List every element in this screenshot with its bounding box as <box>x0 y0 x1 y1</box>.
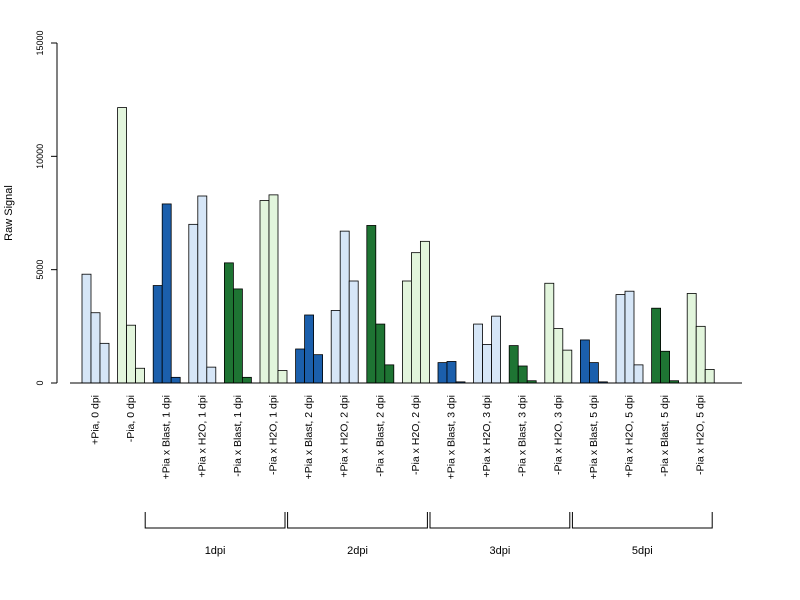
bar <box>589 362 599 384</box>
x-tick-label: +Pia x H2O, 3 dpi <box>481 395 493 478</box>
bar <box>206 366 217 384</box>
x-tick-labels: +Pia, 0 dpi -Pia, 0 dpi +Pia x Blast, 1 dp… <box>90 395 707 479</box>
y-tick-label: 10000 <box>35 144 45 169</box>
group-bracket <box>144 512 286 529</box>
y-tick-label: 5000 <box>35 260 45 280</box>
x-tick-label: -Pia x Blast, 1 dpi <box>232 395 244 477</box>
bar <box>401 280 412 384</box>
bar <box>126 324 136 384</box>
bar <box>624 290 635 384</box>
bar <box>544 282 555 384</box>
y-axis: 0 5000 10000 15000 <box>35 30 58 386</box>
x-tick-label: +Pia, 0 dpi <box>90 395 102 445</box>
bar <box>90 312 101 384</box>
bar <box>686 293 697 384</box>
bar <box>704 368 715 384</box>
bar <box>553 328 564 384</box>
bars <box>81 107 715 384</box>
bar <box>197 195 208 384</box>
x-tick-label: -Pia x H2O, 3 dpi <box>552 395 564 475</box>
bar <box>339 230 350 384</box>
bar <box>482 344 493 384</box>
x-tick-label: -Pia x Blast, 3 dpi <box>517 395 529 477</box>
x-tick-label: +Pia x Blast, 1 dpi <box>161 395 173 479</box>
group-label: 5dpi <box>632 545 653 557</box>
y-axis-label: Raw Signal <box>3 185 15 241</box>
bar <box>152 285 163 384</box>
bar <box>375 323 386 384</box>
group-label: 2dpi <box>347 545 368 557</box>
bar <box>259 200 270 384</box>
x-tick-label: +Pia x Blast, 5 dpi <box>588 395 600 479</box>
bar <box>384 364 395 384</box>
group-bracket <box>287 512 428 529</box>
bar <box>161 203 172 384</box>
bar <box>223 262 234 384</box>
x-tick-label: -Pia, 0 dpi <box>125 395 137 442</box>
bar <box>81 273 92 384</box>
y-tick-label: 15000 <box>35 30 45 55</box>
bar <box>232 288 243 384</box>
bar <box>170 376 181 384</box>
x-tick-label: -Pia x Blast, 2 dpi <box>374 395 386 477</box>
x-tick-label: -Pia x Blast, 5 dpi <box>659 395 671 477</box>
bar <box>348 280 359 384</box>
bar <box>99 342 110 384</box>
x-tick-label: -Pia x H2O, 2 dpi <box>410 395 422 475</box>
bar <box>562 349 573 384</box>
bar <box>330 310 341 384</box>
bar <box>366 225 377 384</box>
x-tick-label: -Pia x H2O, 5 dpi <box>695 395 707 475</box>
group-label: 3dpi <box>490 545 511 557</box>
x-tick-label: +Pia x Blast, 2 dpi <box>303 395 315 479</box>
x-tick-label: -Pia x H2O, 1 dpi <box>268 395 280 475</box>
bar <box>695 325 706 384</box>
bar <box>633 364 644 384</box>
bar <box>268 194 279 384</box>
x-tick-label: +Pia x Blast, 3 dpi <box>446 395 458 479</box>
bar <box>117 107 127 384</box>
bar <box>135 367 146 384</box>
x-tick-label: +Pia x H2O, 1 dpi <box>196 395 208 478</box>
bar <box>304 314 315 384</box>
bar <box>660 350 670 384</box>
bar <box>446 361 457 384</box>
bar <box>508 345 519 384</box>
bar <box>277 370 288 384</box>
bar <box>615 294 626 384</box>
bar <box>580 339 590 384</box>
bar <box>437 362 448 384</box>
bar <box>410 252 421 384</box>
group-brackets: 1dpi 2dpi 3dpi 5dpi <box>144 512 713 557</box>
group-bracket <box>429 512 571 529</box>
x-tick-label: +Pia x H2O, 5 dpi <box>624 395 636 478</box>
bar <box>313 354 324 384</box>
bar <box>295 348 306 384</box>
group-label: 1dpi <box>205 545 226 557</box>
y-tick-label: 0 <box>35 380 45 385</box>
x-tick-label: +Pia x H2O, 2 dpi <box>339 395 351 478</box>
group-bracket <box>571 512 713 529</box>
bar <box>651 307 661 384</box>
bar <box>188 223 199 384</box>
bar <box>473 323 484 384</box>
bar <box>241 376 252 384</box>
bar <box>419 240 430 384</box>
bar <box>517 365 528 384</box>
bar <box>491 315 502 384</box>
